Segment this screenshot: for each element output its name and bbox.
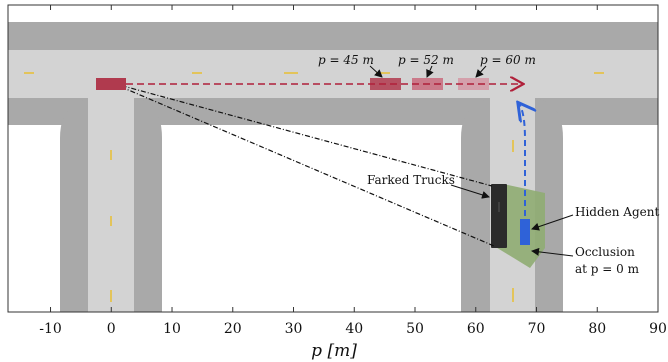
parked-trucks xyxy=(491,184,507,248)
x-tick-label: 0 xyxy=(107,321,116,337)
x-tick-label: 80 xyxy=(588,321,606,337)
x-tick-label: 50 xyxy=(406,321,424,337)
ego-vehicle xyxy=(96,78,126,90)
label-parked-trucks: Farked Trucks xyxy=(367,173,455,187)
x-tick-label: 40 xyxy=(345,321,363,337)
hidden-agent xyxy=(520,219,530,245)
label-occlusion: Occlusion xyxy=(575,245,635,259)
x-axis-label: p [m] xyxy=(311,341,357,361)
label-p60: p = 60 m xyxy=(480,53,536,67)
label-p52: p = 52 m xyxy=(398,53,454,67)
label-p45: p = 45 m xyxy=(318,53,374,67)
x-tick-label: 30 xyxy=(285,321,303,337)
x-tick-label: 70 xyxy=(528,321,546,337)
x-tick-label: 60 xyxy=(467,321,485,337)
x-tick-label: 10 xyxy=(163,321,181,337)
label-hidden-agent: Hidden Agent xyxy=(575,205,659,219)
x-tick-label: -10 xyxy=(39,321,62,337)
x-tick-label: 20 xyxy=(224,321,242,337)
x-tick-label: 90 xyxy=(649,321,667,337)
label-occlusion-at: at p = 0 m xyxy=(575,262,640,276)
